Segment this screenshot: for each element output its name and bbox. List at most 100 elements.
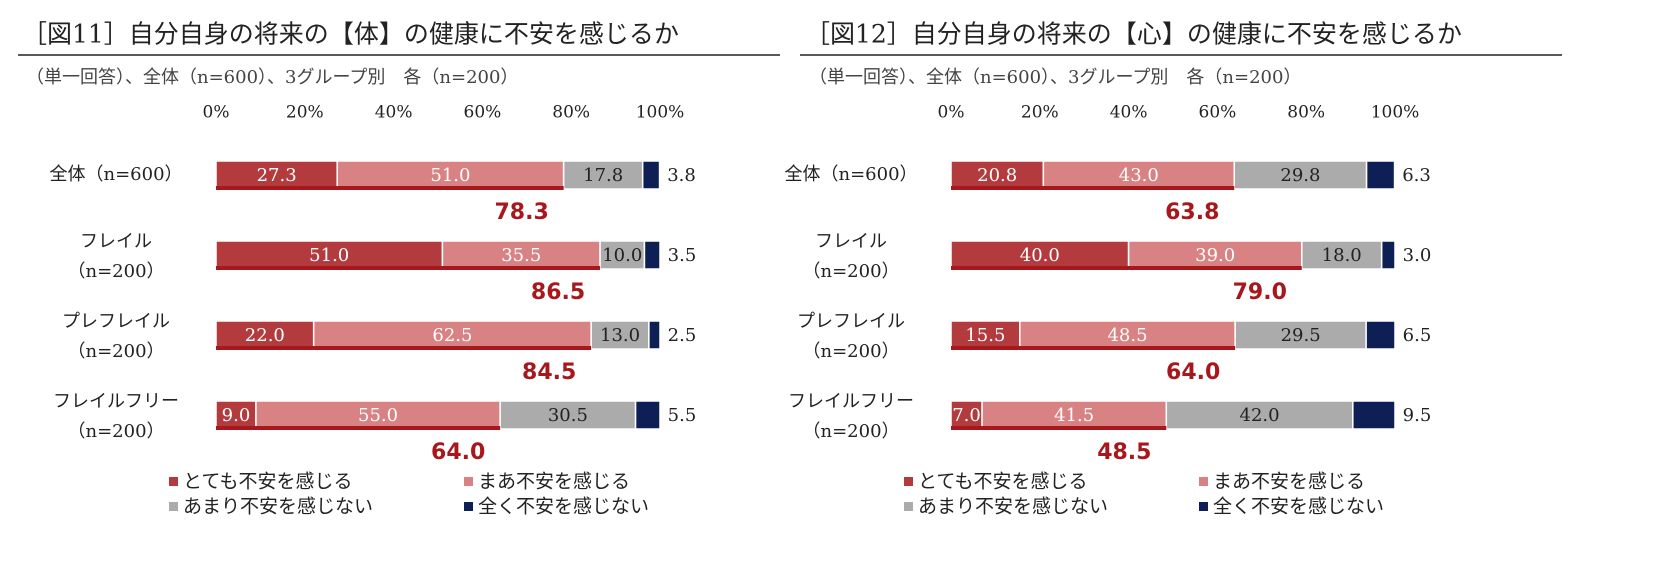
x-tick-label: 60%: [1199, 103, 1237, 123]
bar-segment: [599, 240, 646, 270]
value-label: 27.3: [257, 165, 297, 186]
value-label: 30.5: [548, 405, 588, 426]
legend-swatch: [904, 477, 913, 486]
x-tick-label: 20%: [1021, 103, 1059, 123]
legend-swatch: [169, 477, 178, 486]
legend-label: 全く不安を感じない: [1213, 496, 1384, 518]
chart-subtitle: （単一回答）、全体（n=600）、3グループ別 各（n=200）: [26, 67, 518, 88]
category-label: （n=200）: [67, 421, 164, 442]
legend-label: 全く不安を感じない: [478, 496, 649, 518]
bar-segment: [1365, 320, 1396, 350]
category-label: フレイルフリー: [53, 391, 179, 412]
value-label: 3.8: [667, 165, 696, 186]
bar-segment: [1165, 400, 1354, 430]
legend-swatch: [1199, 477, 1208, 486]
legend-swatch: [904, 502, 913, 511]
x-tick-label: 40%: [1110, 103, 1148, 123]
chart-title: ［図11］自分自身の将来の【体】の健康に不安を感じるか: [22, 20, 679, 49]
legend-label: とても不安を感じる: [183, 471, 352, 493]
bar-segment: [950, 160, 1045, 190]
bar-segment: [643, 240, 661, 270]
value-label: 7.0: [952, 405, 981, 426]
bar-segment: [1042, 160, 1236, 190]
value-label: 35.5: [501, 245, 541, 266]
category-label: プレフレイル: [62, 311, 170, 332]
legend-swatch: [464, 477, 473, 486]
x-tick-label: 100%: [636, 103, 685, 123]
value-label: 15.5: [965, 325, 1005, 346]
value-label: 9.5: [1403, 405, 1432, 426]
value-label: 9.0: [222, 405, 251, 426]
value-label: 42.0: [1240, 405, 1280, 426]
value-label: 22.0: [245, 325, 285, 346]
legend-label: まあ不安を感じる: [1213, 471, 1365, 493]
category-label: （n=200）: [67, 261, 164, 282]
value-label: 40.0: [1020, 245, 1060, 266]
category-label: 全体（n=600）: [49, 164, 182, 185]
legend-label: まあ不安を感じる: [478, 471, 630, 493]
x-tick-label: 0%: [938, 103, 965, 123]
x-tick-label: 60%: [464, 103, 502, 123]
bar-segment: [1352, 400, 1396, 430]
value-label: 17.8: [583, 165, 623, 186]
total-label: 78.3: [495, 200, 549, 225]
category-label: 全体（n=600）: [784, 164, 917, 185]
value-label: 20.8: [977, 165, 1017, 186]
value-label: 13.0: [600, 325, 640, 346]
legend-label: とても不安を感じる: [918, 471, 1087, 493]
total-label: 64.0: [431, 440, 485, 465]
value-label: 6.5: [1403, 325, 1432, 346]
bar-segment: [648, 320, 661, 350]
x-tick-label: 80%: [1287, 103, 1325, 123]
category-label: フレイル: [815, 231, 887, 252]
total-label: 63.8: [1165, 200, 1219, 225]
category-label: （n=200）: [802, 261, 899, 282]
value-label: 3.5: [668, 245, 697, 266]
total-label: 48.5: [1097, 440, 1151, 465]
category-label: （n=200）: [802, 341, 899, 362]
value-label: 51.0: [309, 245, 349, 266]
total-label: 86.5: [531, 280, 585, 305]
value-label: 29.8: [1280, 165, 1320, 186]
bar-segment: [1019, 320, 1236, 350]
legend-swatch: [169, 502, 178, 511]
value-label: 43.0: [1119, 165, 1159, 186]
legend-label: あまり不安を感じない: [183, 496, 373, 518]
value-label: 51.0: [430, 165, 470, 186]
x-tick-label: 80%: [552, 103, 590, 123]
value-label: 55.0: [358, 405, 398, 426]
category-label: （n=200）: [67, 341, 164, 362]
bar-segment: [1127, 240, 1303, 270]
value-label: 41.5: [1054, 405, 1094, 426]
total-label: 64.0: [1166, 360, 1220, 385]
total-label: 79.0: [1233, 280, 1287, 305]
legend-swatch: [464, 502, 473, 511]
x-tick-label: 0%: [203, 103, 230, 123]
x-tick-label: 40%: [375, 103, 413, 123]
value-label: 62.5: [432, 325, 472, 346]
value-label: 48.5: [1107, 325, 1147, 346]
value-label: 3.0: [1403, 245, 1432, 266]
chart-title: ［図12］自分自身の将来の【心】の健康に不安を感じるか: [805, 20, 1462, 49]
bar-segment: [950, 320, 1021, 350]
category-label: フレイル: [80, 231, 152, 252]
total-label: 84.5: [522, 360, 576, 385]
bar-segment: [255, 400, 501, 430]
category-label: （n=200）: [802, 421, 899, 442]
legend-label: あまり不安を感じない: [918, 496, 1108, 518]
bar-segment: [641, 160, 661, 190]
bar-segment: [634, 400, 661, 430]
x-tick-label: 100%: [1371, 103, 1420, 123]
value-label: 10.0: [602, 245, 642, 266]
bar-segment: [950, 240, 1130, 270]
value-label: 18.0: [1322, 245, 1362, 266]
bar-segment: [1380, 240, 1396, 270]
value-label: 29.5: [1281, 325, 1321, 346]
x-tick-label: 20%: [286, 103, 324, 123]
value-label: 2.5: [668, 325, 697, 346]
bar-segment: [562, 160, 644, 190]
chart-subtitle: （単一回答）、全体（n=600）、3グループ別 各（n=200）: [809, 67, 1301, 88]
value-label: 6.3: [1402, 165, 1431, 186]
legend-swatch: [1199, 502, 1208, 511]
